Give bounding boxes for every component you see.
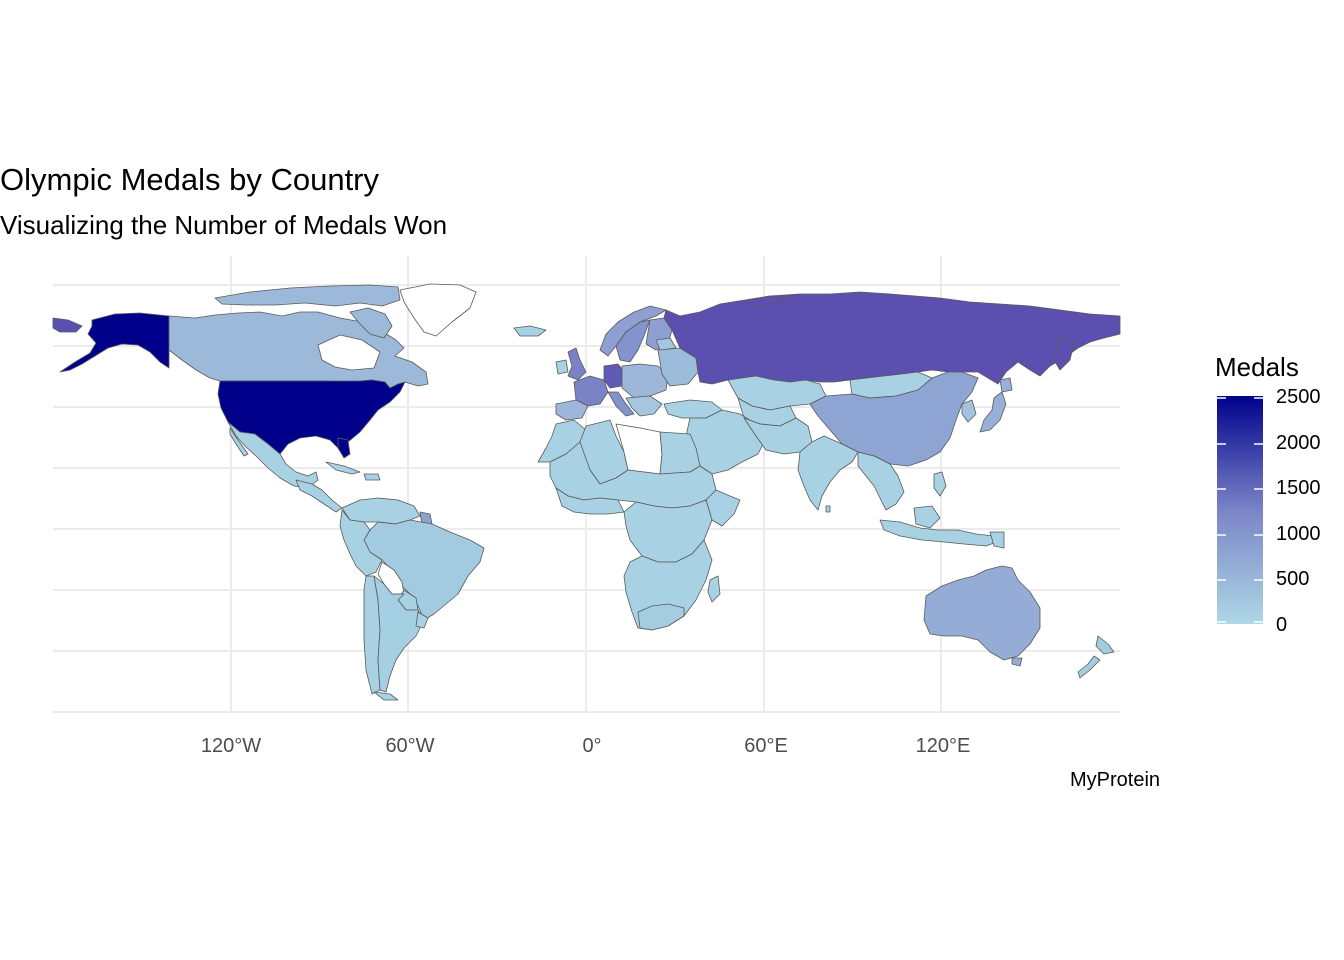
region-greenland [399, 283, 477, 337]
region-tasmania[interactable] [1011, 657, 1023, 667]
legend-label-500: 500 [1276, 568, 1310, 590]
region-india[interactable] [797, 435, 859, 511]
region-usa-florida[interactable] [337, 437, 351, 459]
region-korea[interactable] [961, 399, 977, 423]
region-australia[interactable] [923, 565, 1041, 661]
legend-colorbar [1217, 396, 1263, 624]
x-tick-label: 120°W [200, 735, 262, 757]
chart-subtitle: Visualizing the Number of Medals Won [0, 210, 448, 240]
region-tierra-del-fuego[interactable] [373, 691, 399, 701]
legend-label-1000: 1000 [1276, 523, 1321, 545]
region-cuba[interactable] [325, 461, 361, 475]
region-new-zealand-south[interactable] [1077, 655, 1101, 679]
region-horn-africa[interactable] [705, 489, 741, 527]
region-central-america[interactable] [295, 479, 343, 513]
region-balkans[interactable] [625, 395, 663, 417]
region-south-africa[interactable] [637, 603, 685, 631]
legend-label-0: 0 [1276, 614, 1288, 636]
legend-label-2500: 2500 [1276, 386, 1321, 408]
region-peru[interactable] [339, 509, 383, 577]
region-borneo[interactable] [913, 505, 941, 529]
legend-title: Medals [1215, 352, 1299, 382]
region-madagascar[interactable] [707, 575, 721, 603]
region-ireland[interactable] [555, 359, 569, 375]
region-argentina[interactable] [373, 575, 425, 693]
region-russia[interactable] [663, 291, 1121, 385]
region-canada-baffin[interactable] [349, 307, 393, 339]
region-sweden[interactable] [615, 319, 651, 363]
region-japan-hokkaido[interactable] [999, 377, 1013, 393]
region-philippines[interactable] [933, 471, 947, 497]
region-uruguay[interactable] [415, 611, 429, 629]
region-hispaniola[interactable] [363, 473, 381, 481]
region-uk[interactable] [567, 347, 587, 381]
x-tick-label: 0° [582, 735, 602, 757]
region-baltics[interactable] [655, 337, 677, 351]
legend-label-2000: 2000 [1276, 432, 1321, 454]
region-norway[interactable] [599, 305, 667, 357]
x-tick-label: 120°E [915, 735, 971, 757]
x-tick-label: 60°W [385, 735, 435, 757]
legend-label-1500: 1500 [1276, 477, 1321, 499]
region-sri-lanka[interactable] [825, 505, 831, 513]
chart-caption: MyProtein [1070, 769, 1161, 791]
region-spain[interactable] [555, 399, 589, 421]
region-russia-east-edge[interactable] [52, 317, 83, 333]
region-central-europe[interactable] [621, 363, 669, 399]
region-canada-arctic[interactable] [214, 284, 401, 307]
region-russia-novaya-zemlya[interactable] [747, 295, 791, 309]
x-tick-label: 60°E [744, 735, 788, 757]
region-southeast-asia[interactable] [857, 451, 905, 511]
region-mexico-baja[interactable] [229, 427, 249, 457]
region-southern-africa[interactable] [623, 539, 713, 631]
region-alaska[interactable] [59, 312, 170, 373]
region-russia-kamchatka[interactable] [1053, 337, 1075, 371]
region-italy[interactable] [607, 391, 635, 417]
countries [52, 283, 1121, 701]
region-iceland[interactable] [513, 325, 547, 337]
region-papua[interactable] [989, 531, 1005, 549]
region-mexico[interactable] [227, 421, 319, 489]
region-new-zealand[interactable] [1095, 635, 1115, 655]
hudson-bay [317, 334, 381, 371]
chart-title: Olympic Medals by Country [0, 162, 380, 197]
region-japan[interactable] [979, 391, 1007, 433]
